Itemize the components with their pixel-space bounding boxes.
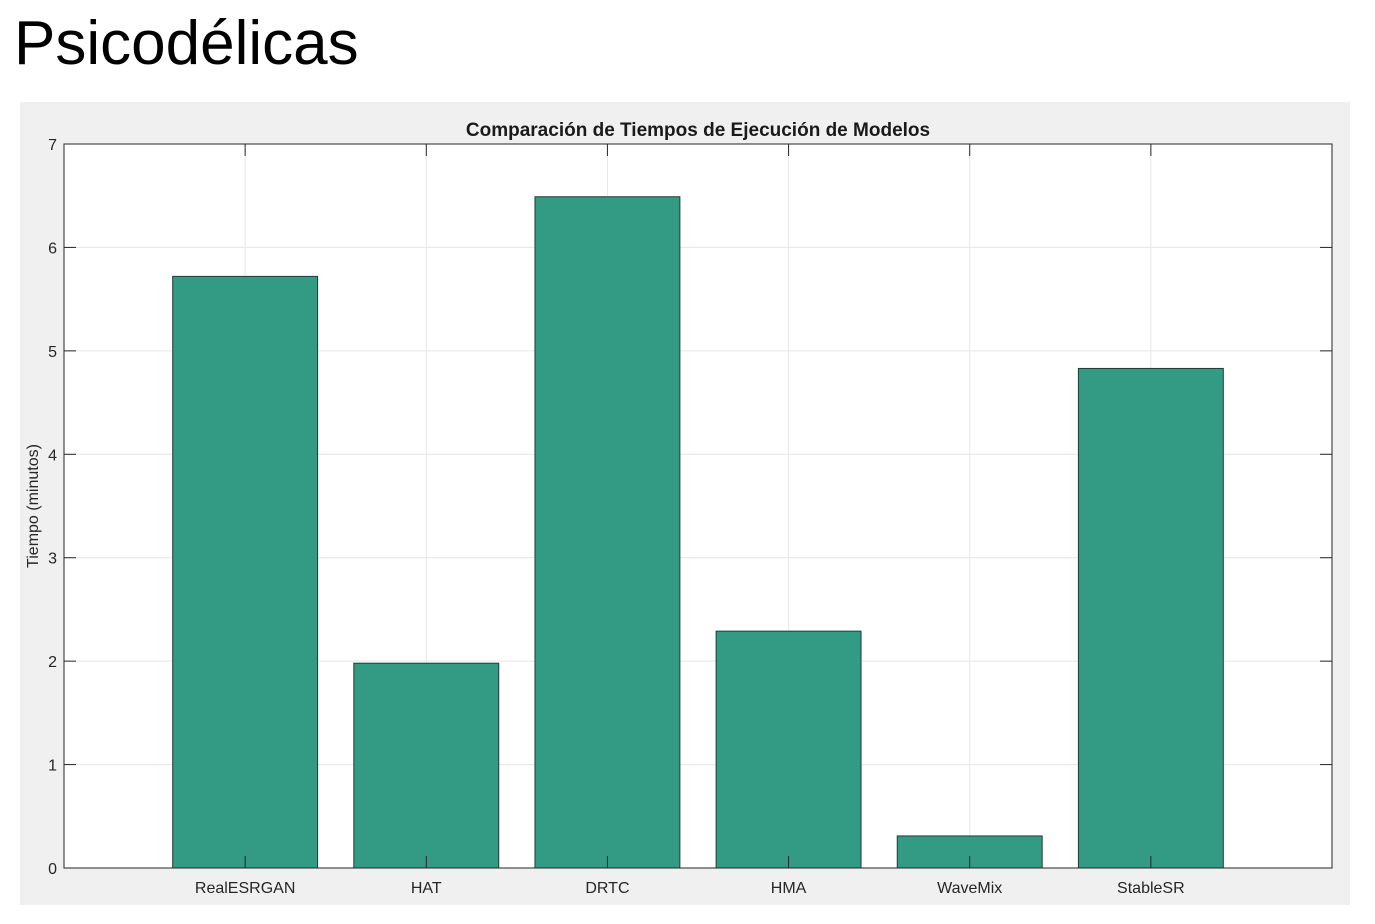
bar bbox=[353, 662, 500, 869]
page-title: Psicodélicas bbox=[14, 9, 359, 78]
y-tick-label: 5 bbox=[48, 344, 57, 361]
y-tick-label: 6 bbox=[48, 240, 57, 257]
y-tick-label: 7 bbox=[48, 137, 57, 154]
bar bbox=[1077, 367, 1224, 869]
y-tick-label: 0 bbox=[48, 861, 57, 878]
bar bbox=[534, 196, 681, 869]
x-tick-label: HAT bbox=[411, 880, 442, 897]
x-tick-label: StableSR bbox=[1117, 880, 1185, 897]
x-tick-label: RealESRGAN bbox=[195, 880, 295, 897]
x-tick-label: HMA bbox=[771, 880, 807, 897]
bar bbox=[172, 275, 319, 869]
axes-box bbox=[63, 143, 1333, 869]
y-tick-label: 1 bbox=[48, 758, 57, 775]
x-tick-label: DRTC bbox=[585, 880, 629, 897]
chart-title: Comparación de Tiempos de Ejecución de M… bbox=[466, 120, 930, 141]
y-tick-label: 2 bbox=[48, 654, 57, 671]
bar-chart: Comparación de Tiempos de Ejecución de M… bbox=[25, 120, 1333, 897]
bar bbox=[715, 630, 862, 869]
y-axis-label: Tiempo (minutos) bbox=[25, 444, 42, 568]
x-tick-label: WaveMix bbox=[937, 880, 1002, 897]
y-tick-label: 4 bbox=[48, 447, 57, 464]
y-tick-label: 3 bbox=[48, 551, 57, 568]
chart-figure: Comparación de Tiempos de Ejecución de M… bbox=[20, 102, 1350, 905]
